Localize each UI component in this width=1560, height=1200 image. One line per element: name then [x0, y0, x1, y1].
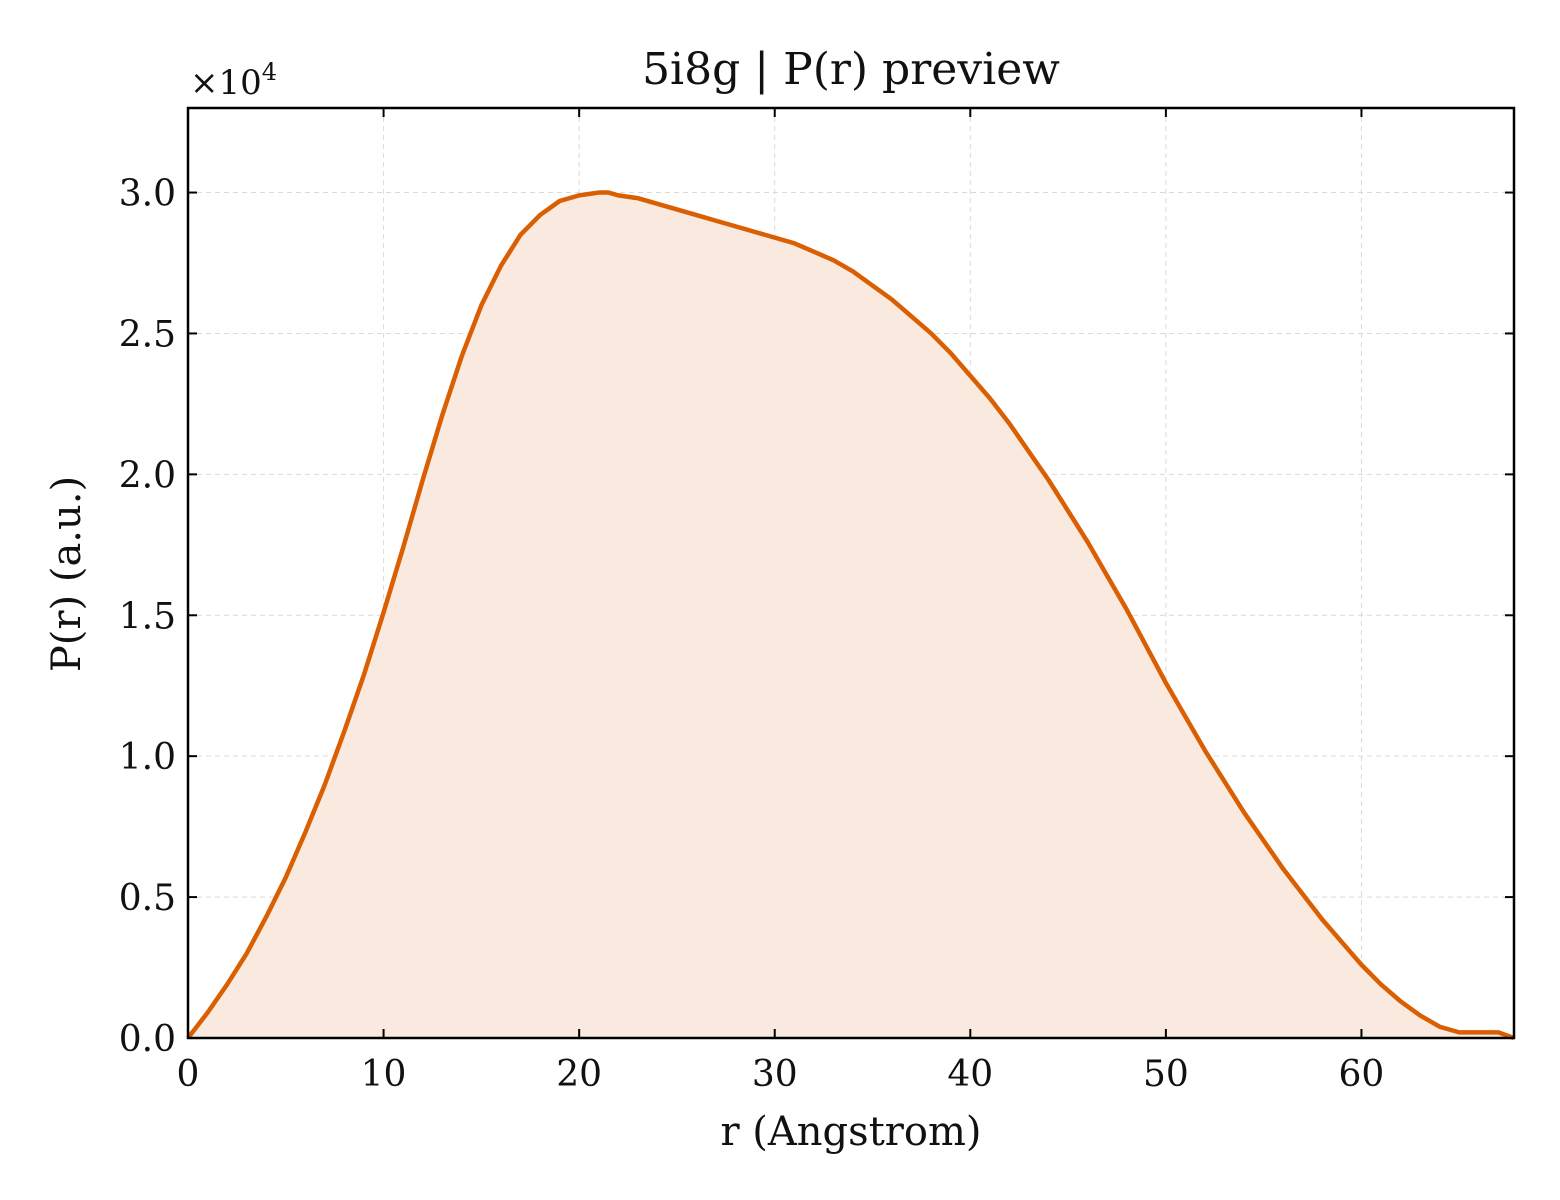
chart-title: 5i8g | P(r) preview: [642, 44, 1060, 95]
data-point: [812, 250, 816, 254]
data-point: [1398, 999, 1402, 1003]
data-point: [1301, 892, 1305, 896]
data-point: [1437, 1025, 1441, 1029]
y-tick-label: 2.0: [119, 455, 176, 496]
y-multiplier-base: ×10: [190, 63, 262, 103]
data-point: [420, 478, 424, 482]
data-point: [1125, 607, 1129, 611]
y-axis-multiplier: ×104: [190, 58, 277, 103]
data-point: [1359, 963, 1363, 967]
x-axis-label: r (Angstrom): [720, 1109, 981, 1155]
data-point: [831, 258, 835, 262]
data-point: [518, 233, 522, 237]
x-tick-label: 60: [1339, 1054, 1385, 1095]
data-point: [342, 729, 346, 733]
data-point: [714, 219, 718, 223]
data-point: [1183, 715, 1187, 719]
data-point: [538, 213, 542, 217]
x-tick-labels: 0 10 20 30 40 50 60: [177, 1054, 1385, 1095]
data-point: [1281, 867, 1285, 871]
data-point: [1007, 421, 1011, 425]
data-point: [1477, 1030, 1481, 1034]
x-tick-label: 20: [556, 1054, 602, 1095]
data-point: [1418, 1013, 1422, 1017]
data-point: [694, 213, 698, 217]
y-tick-label: 1.0: [119, 737, 176, 778]
data-point: [1242, 810, 1246, 814]
y-multiplier-exponent: 4: [262, 58, 277, 86]
data-point: [401, 545, 405, 549]
series-area-fill: [188, 192, 1514, 1039]
data-point: [733, 224, 737, 228]
data-point: [1320, 917, 1324, 921]
y-tick-label: 1.5: [119, 596, 176, 637]
data-point: [323, 782, 327, 786]
x-tick-label: 30: [752, 1054, 798, 1095]
data-point: [440, 413, 444, 417]
data-point: [792, 241, 796, 245]
data-point: [499, 264, 503, 268]
data-point: [1105, 574, 1109, 578]
data-point: [557, 199, 561, 203]
y-tick-labels: 0.0 0.5 1.0 1.5 2.0 2.5 3.0: [119, 174, 176, 1060]
data-point: [577, 193, 581, 197]
data-point: [1046, 478, 1050, 482]
data-point: [244, 951, 248, 955]
data-point: [949, 351, 953, 355]
data-point: [753, 230, 757, 234]
data-point: [988, 396, 992, 400]
data-point: [225, 982, 229, 986]
data-point: [675, 207, 679, 211]
data-point: [205, 1010, 209, 1014]
data-point: [1496, 1030, 1500, 1034]
data-point: [1222, 779, 1226, 783]
data-point: [773, 235, 777, 239]
data-point: [606, 190, 610, 194]
y-tick-label: 0.5: [119, 878, 176, 919]
x-tick-label: 50: [1143, 1054, 1189, 1095]
data-point: [1144, 644, 1148, 648]
data-point: [1379, 982, 1383, 986]
data-point: [264, 915, 268, 919]
data-point: [616, 193, 620, 197]
series-line: [186, 190, 1515, 1041]
data-point: [460, 354, 464, 358]
data-point: [929, 331, 933, 335]
data-point: [1085, 540, 1089, 544]
data-point: [381, 610, 385, 614]
data-point: [968, 374, 972, 378]
data-point: [1066, 509, 1070, 513]
data-point: [655, 202, 659, 206]
data-point: [870, 283, 874, 287]
data-point: [362, 672, 366, 676]
x-tick-label: 0: [177, 1054, 200, 1095]
data-point: [303, 830, 307, 834]
data-point: [479, 303, 483, 307]
data-point: [597, 190, 601, 194]
data-point: [636, 196, 640, 200]
data-point: [1457, 1030, 1461, 1034]
data-point: [1164, 681, 1168, 685]
data-point: [890, 297, 894, 301]
data-point: [1027, 450, 1031, 454]
y-axis-label: P(r) (a.u.): [44, 476, 90, 672]
data-point: [851, 269, 855, 273]
data-point: [284, 875, 288, 879]
plot-frame: [186, 106, 1516, 1040]
data-point: [1340, 940, 1344, 944]
data-point: [1261, 839, 1265, 843]
axis-ticks: [187, 108, 1514, 1039]
y-tick-label: 2.5: [119, 314, 176, 355]
data-point: [1203, 748, 1207, 752]
y-tick-label: 0.0: [119, 1019, 176, 1060]
x-tick-label: 10: [361, 1054, 407, 1095]
y-tick-label: 3.0: [119, 174, 176, 215]
x-tick-label: 40: [947, 1054, 993, 1095]
data-point: [909, 314, 913, 318]
